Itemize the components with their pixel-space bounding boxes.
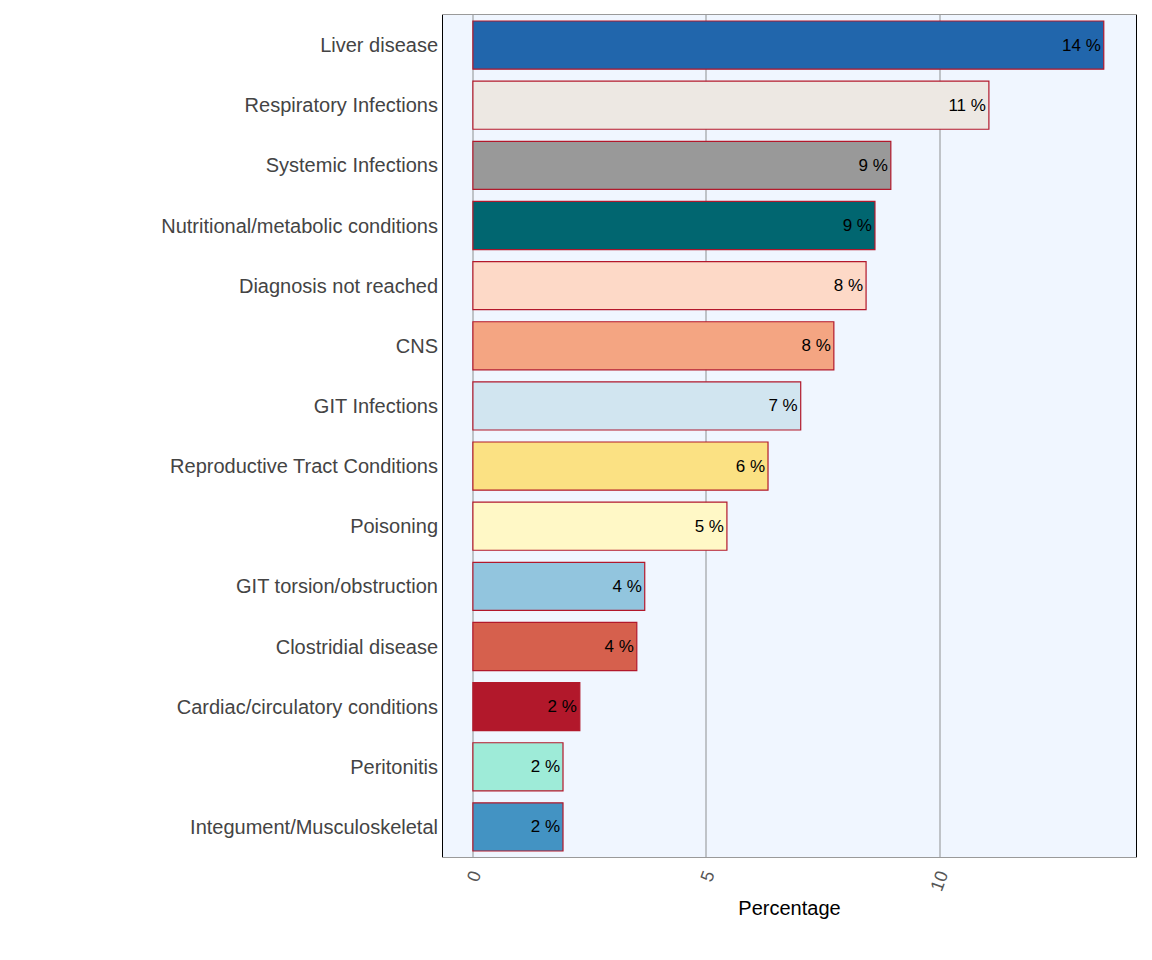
svg-text:Cardiac/circulatory conditions: Cardiac/circulatory conditions <box>177 696 438 718</box>
svg-text:4 %: 4 % <box>612 577 641 596</box>
svg-text:6 %: 6 % <box>736 457 765 476</box>
svg-text:Liver disease: Liver disease <box>320 34 438 56</box>
svg-text:8 %: 8 % <box>834 276 863 295</box>
svg-text:14 %: 14 % <box>1062 36 1101 55</box>
svg-text:11 %: 11 % <box>948 96 986 115</box>
svg-text:4 %: 4 % <box>605 637 634 656</box>
svg-text:5 %: 5 % <box>695 517 724 536</box>
svg-text:Clostridial disease: Clostridial disease <box>276 636 438 658</box>
svg-text:0: 0 <box>463 868 485 884</box>
svg-text:2 %: 2 % <box>531 817 560 836</box>
svg-text:GIT Infections: GIT Infections <box>314 395 438 417</box>
svg-text:5: 5 <box>696 868 718 884</box>
svg-text:8 %: 8 % <box>802 336 831 355</box>
svg-text:Reproductive Tract Conditions: Reproductive Tract Conditions <box>170 455 438 477</box>
svg-text:Peritonitis: Peritonitis <box>350 756 438 778</box>
svg-text:Diagnosis not reached: Diagnosis not reached <box>239 275 438 297</box>
svg-text:Systemic Infections: Systemic Infections <box>266 154 438 176</box>
svg-text:10: 10 <box>926 868 952 894</box>
svg-text:2 %: 2 % <box>531 757 560 776</box>
svg-text:9 %: 9 % <box>843 216 872 235</box>
svg-text:Respiratory Infections: Respiratory Infections <box>245 94 438 116</box>
svg-text:Percentage: Percentage <box>738 897 840 919</box>
svg-text:Nutritional/metabolic conditio: Nutritional/metabolic conditions <box>161 215 438 237</box>
svg-text:CNS: CNS <box>396 335 438 357</box>
svg-text:7 %: 7 % <box>768 396 797 415</box>
svg-text:9 %: 9 % <box>859 156 888 175</box>
svg-text:Poisoning: Poisoning <box>350 515 438 537</box>
svg-text:2 %: 2 % <box>548 697 577 716</box>
svg-text:GIT torsion/obstruction: GIT torsion/obstruction <box>236 575 438 597</box>
svg-text:Integument/Musculoskeletal: Integument/Musculoskeletal <box>190 816 438 838</box>
